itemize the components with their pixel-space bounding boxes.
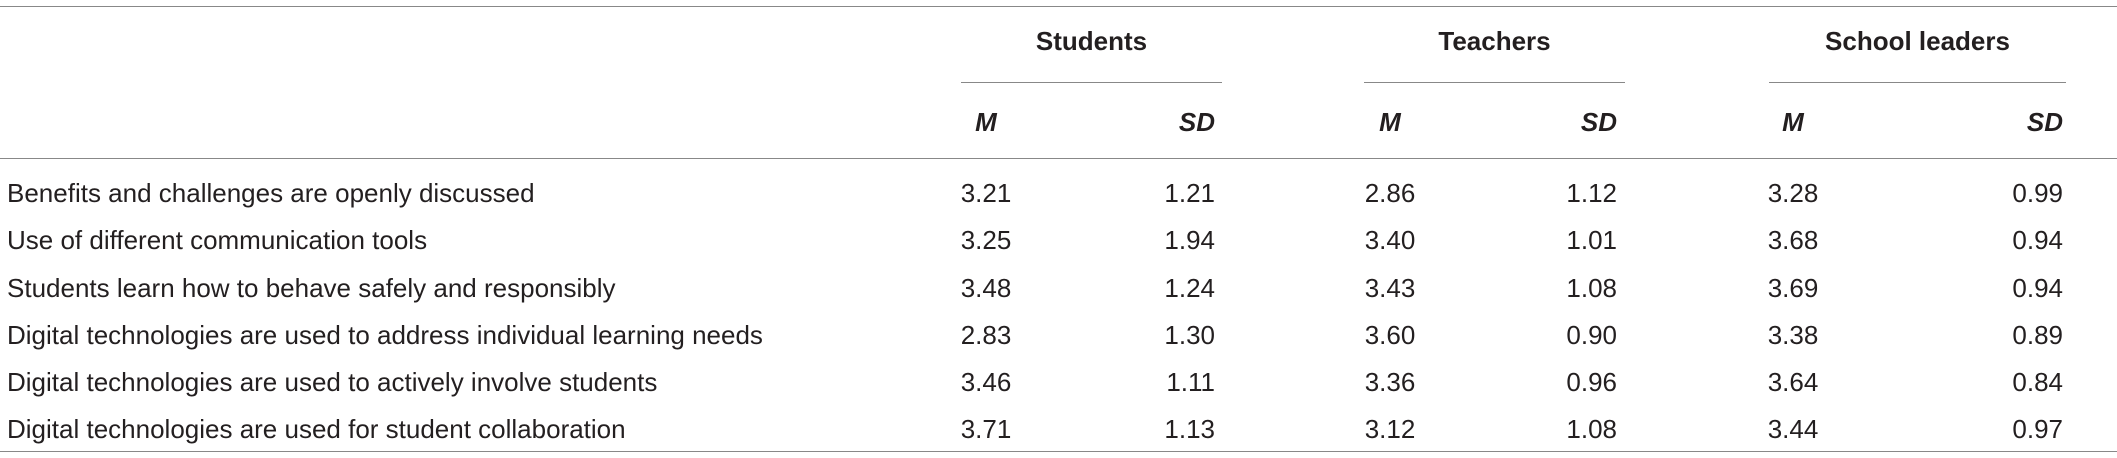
bottom-rule [0, 451, 2117, 452]
cell-value: 3.40 [1364, 225, 1416, 255]
header-rule [0, 158, 2117, 159]
cell-value: 3.48 [960, 273, 1012, 303]
group-rule [1364, 82, 1625, 83]
cell-value: 2.83 [960, 320, 1012, 350]
column-header: M [1379, 107, 1401, 137]
cell-value: 3.21 [960, 178, 1012, 208]
cell-value: 0.97 [2012, 414, 2063, 444]
cell-value: 3.60 [1364, 320, 1416, 350]
group-header: Students [1035, 26, 1148, 56]
cell-value: 3.28 [1767, 178, 1819, 208]
row-label: Digital technologies are used to activel… [7, 367, 658, 397]
top-rule [0, 6, 2117, 7]
cell-value: 1.12 [1566, 178, 1617, 208]
cell-value: 1.94 [1164, 225, 1215, 255]
cell-value: 0.96 [1566, 367, 1617, 397]
cell-value: 0.94 [2012, 225, 2063, 255]
cell-value: 1.11 [1166, 367, 1215, 397]
cell-value: 1.08 [1566, 414, 1617, 444]
row-label: Digital technologies are used for studen… [7, 414, 626, 444]
row-label: Use of different communication tools [7, 225, 428, 255]
cell-value: 1.01 [1566, 225, 1617, 255]
cell-value: 3.44 [1767, 414, 1819, 444]
group-rule [961, 82, 1222, 83]
cell-value: 3.64 [1767, 367, 1819, 397]
cell-value: 3.69 [1767, 273, 1819, 303]
cell-value: 1.24 [1164, 273, 1215, 303]
row-label: Students learn how to behave safely and … [7, 273, 616, 303]
cell-value: 0.89 [2012, 320, 2063, 350]
group-rule [1769, 82, 2066, 83]
cell-value: 3.12 [1364, 414, 1416, 444]
cell-value: 1.21 [1164, 178, 1215, 208]
column-header: SD [1580, 107, 1617, 137]
cell-value: 0.90 [1566, 320, 1617, 350]
cell-value: 3.43 [1364, 273, 1416, 303]
column-header: SD [2026, 107, 2063, 137]
column-header: M [975, 107, 997, 137]
group-header: Teachers [1438, 26, 1551, 56]
cell-value: 1.30 [1164, 320, 1215, 350]
column-header: M [1782, 107, 1804, 137]
cell-value: 1.13 [1164, 414, 1215, 444]
cell-value: 0.94 [2012, 273, 2063, 303]
cell-value: 3.25 [960, 225, 1012, 255]
cell-value: 0.84 [2012, 367, 2063, 397]
column-header: SD [1178, 107, 1215, 137]
cell-value: 3.36 [1364, 367, 1416, 397]
cell-value: 3.38 [1767, 320, 1819, 350]
cell-value: 0.99 [2012, 178, 2063, 208]
cell-value: 3.68 [1767, 225, 1819, 255]
row-label: Benefits and challenges are openly discu… [7, 178, 535, 208]
cell-value: 2.86 [1364, 178, 1416, 208]
group-header: School leaders [1825, 26, 2010, 56]
cell-value: 3.46 [960, 367, 1012, 397]
cell-value: 1.08 [1566, 273, 1617, 303]
cell-value: 3.71 [960, 414, 1012, 444]
row-label: Digital technologies are used to address… [7, 320, 763, 350]
